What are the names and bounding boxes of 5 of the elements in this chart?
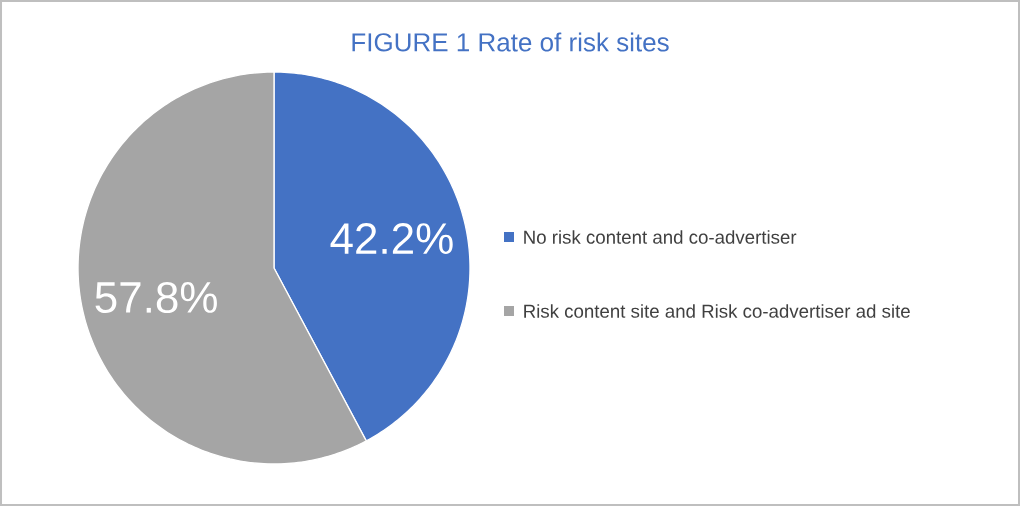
data-label: 57.8% <box>95 281 217 314</box>
chart-title: FIGURE 1 Rate of risk sites <box>352 32 669 52</box>
legend-label: Risk content site and Risk co-advertiser ad site <box>524 304 910 318</box>
data-label: 42.2% <box>330 223 453 254</box>
legend-label: No risk content and co-advertiser <box>524 230 797 244</box>
